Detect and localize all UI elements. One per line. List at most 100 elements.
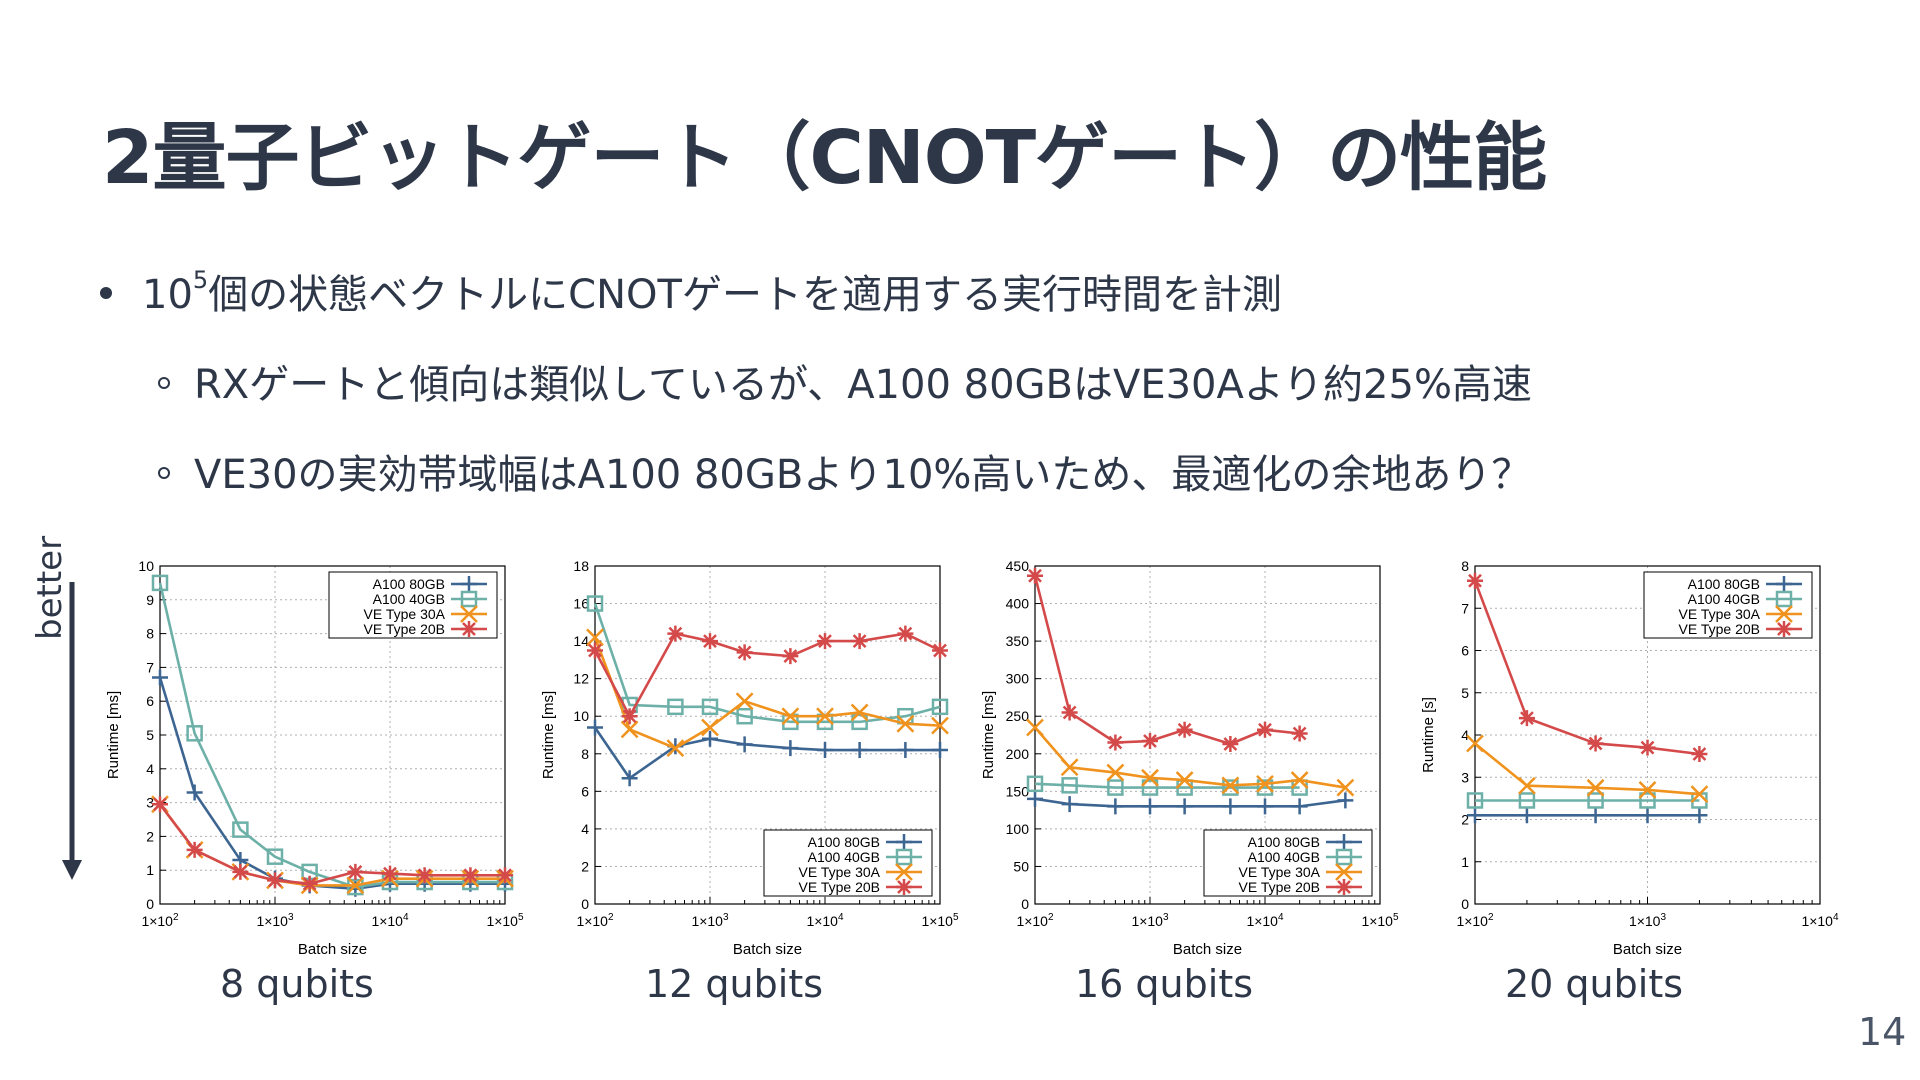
x-tick-label: 1×102 <box>1016 912 1054 929</box>
chart-panel-1: 0 1 2 3 4 5 6 7 8 9 10 1×102 1×103 1×104 1×105 Batch si… <box>100 548 540 972</box>
data-point <box>1639 739 1656 756</box>
x-tick-label: 1×105 <box>921 912 959 929</box>
y-tick-label: 450 <box>1006 558 1030 574</box>
data-point <box>851 633 868 650</box>
data-point <box>702 633 718 650</box>
data-point <box>1256 774 1274 793</box>
data-point <box>1467 807 1483 824</box>
data-point <box>186 784 203 801</box>
chart-16-qubits: 0 50 100 150 200 250 300 350 400 450 1×102 1×103 1×1… <box>980 558 1399 958</box>
data-point <box>1337 792 1354 809</box>
slide-title: 2量子ビットゲート（CNOTゲート）の性能 <box>102 115 1547 201</box>
y-tick-label: 7 <box>1461 600 1469 616</box>
data-point <box>151 574 169 592</box>
data-point <box>1467 572 1483 589</box>
x-axis-label: Batch size <box>1613 941 1682 958</box>
y-tick-label: 6 <box>1461 643 1469 659</box>
data-point <box>1518 710 1535 727</box>
legend-marker <box>1335 848 1353 866</box>
data-point <box>587 719 603 736</box>
data-point <box>1141 779 1159 796</box>
data-point <box>1691 746 1708 763</box>
legend-marker <box>1335 863 1353 881</box>
y-tick-label: 0 <box>581 896 589 912</box>
data-point <box>1061 777 1078 794</box>
y-axis-label: Runtime [ms] <box>540 691 557 779</box>
sub-bullet-circle <box>158 377 170 389</box>
data-point <box>1221 776 1240 795</box>
y-tick-label: 250 <box>1006 708 1030 724</box>
x-tick-label: 1×104 <box>806 912 844 929</box>
legend-entry: A100 80GB <box>1248 834 1320 850</box>
data-point <box>497 867 513 884</box>
data-point <box>347 878 364 896</box>
data-point <box>1336 778 1355 797</box>
series-line <box>158 677 505 891</box>
data-point <box>667 625 684 642</box>
y-tick-label: 12 <box>573 671 589 687</box>
legend-entry: VE Type 20B <box>1679 621 1760 637</box>
data-point <box>1518 807 1535 824</box>
legend-marker <box>1336 879 1352 895</box>
data-point <box>1222 779 1239 796</box>
legend-entry: A100 80GB <box>373 576 445 592</box>
data-point <box>736 644 753 661</box>
x-tick-exponent: 2 <box>1048 912 1054 923</box>
legend-entry: A100 40GB <box>808 849 880 865</box>
legend-entry: A100 40GB <box>1248 849 1320 865</box>
data-point <box>1518 776 1536 795</box>
data-point <box>1639 792 1656 809</box>
plot-frame <box>1474 565 1821 905</box>
y-tick-label: 350 <box>1006 633 1030 649</box>
data-point <box>1142 798 1158 815</box>
data-point <box>1060 758 1079 777</box>
data-point <box>462 867 479 884</box>
legend-entry: VE Type 20B <box>799 879 880 895</box>
y-tick-label: 2 <box>146 828 154 844</box>
y-tick-label: 16 <box>573 596 589 612</box>
data-point <box>1638 781 1657 799</box>
legend-entry: VE Type 20B <box>1239 879 1320 895</box>
legend-entry: A100 80GB <box>808 834 880 850</box>
data-point <box>850 703 869 722</box>
x-tick-exponent: 2 <box>1488 912 1494 923</box>
data-point <box>931 698 949 716</box>
data-point <box>782 740 799 757</box>
data-point <box>152 796 168 813</box>
x-axis-label: Batch size <box>1173 941 1242 958</box>
x-tick-label: 1×102 <box>141 912 179 929</box>
series-line <box>593 636 941 750</box>
caption-16-qubits: 16 qubits <box>1075 962 1254 1006</box>
data-point <box>1291 725 1308 742</box>
y-tick-label: 1 <box>146 862 154 878</box>
data-point <box>1176 721 1193 738</box>
y-tick-label: 18 <box>573 558 589 574</box>
plot-frame <box>1034 565 1381 905</box>
x-tick-label: 1×103 <box>1629 912 1667 929</box>
data-point <box>781 707 800 726</box>
bullet-3-text: VE30の実効帯域幅はA100 80GBより10%高いため、最適化の余地あり？ <box>194 452 1532 498</box>
data-point <box>736 707 753 725</box>
x-tick-exponent: 3 <box>723 912 729 923</box>
y-tick-label: 1 <box>1461 854 1469 870</box>
series-line <box>593 632 941 718</box>
legend-marker <box>1775 605 1793 623</box>
legend-marker <box>461 576 477 592</box>
down-arrow-icon <box>62 582 82 880</box>
data-point <box>1290 771 1309 789</box>
x-tick-label: 1×104 <box>1801 912 1839 929</box>
y-tick-label: 3 <box>146 795 154 811</box>
data-point <box>851 742 868 759</box>
data-point <box>1586 778 1605 797</box>
data-point <box>301 875 318 892</box>
data-point <box>346 876 365 895</box>
bullet-1-pre: 10 <box>142 272 193 318</box>
y-tick-label: 10 <box>573 708 589 724</box>
data-point <box>1176 798 1193 815</box>
x-tick-exponent: 4 <box>1278 912 1284 923</box>
y-tick-label: 150 <box>1006 783 1030 799</box>
data-point <box>1690 785 1709 804</box>
legend-marker <box>1336 834 1352 850</box>
x-axis-label: Batch size <box>298 941 367 958</box>
legend-marker <box>895 863 913 881</box>
